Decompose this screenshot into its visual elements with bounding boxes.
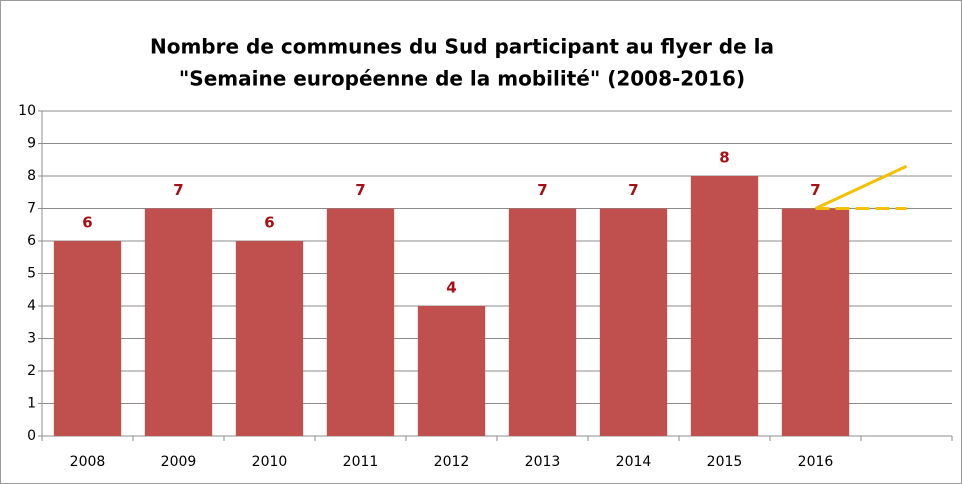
y-tick-label: 2 — [27, 363, 36, 379]
y-tick-label: 1 — [27, 396, 36, 412]
y-tick-label: 0 — [27, 428, 36, 444]
bar — [144, 208, 213, 436]
bar — [326, 208, 395, 436]
x-tick-label: 2011 — [343, 454, 379, 470]
projection-line — [814, 164, 908, 210]
x-tick-label: 2015 — [707, 454, 743, 470]
value-label: 8 — [719, 149, 729, 167]
value-label: 7 — [628, 181, 638, 199]
y-tick-label: 4 — [27, 298, 36, 314]
y-tick-label: 7 — [27, 201, 36, 217]
x-tick-label: 2010 — [252, 454, 288, 470]
chart-title: "Semaine européenne de la mobilité" (200… — [179, 67, 745, 91]
x-tick-label: 2012 — [434, 454, 470, 470]
bar — [599, 208, 668, 436]
value-label: 6 — [264, 214, 274, 232]
y-tick-label: 5 — [27, 266, 36, 282]
value-label: 7 — [810, 181, 820, 199]
bar — [53, 241, 122, 436]
x-tick-label: 2008 — [70, 454, 106, 470]
x-tick-label: 2009 — [161, 454, 197, 470]
y-tick-label: 10 — [18, 103, 36, 119]
x-tick-label: 2014 — [616, 454, 652, 470]
x-tick-label: 2013 — [525, 454, 561, 470]
x-tick-label: 2016 — [798, 454, 834, 470]
value-label: 4 — [446, 279, 456, 297]
value-label: 7 — [173, 181, 183, 199]
y-tick-label: 9 — [27, 136, 36, 152]
y-tick-label: 8 — [27, 168, 36, 184]
chart-title: Nombre de communes du Sud participant au… — [150, 35, 774, 59]
bar — [690, 176, 759, 436]
bar — [781, 208, 850, 436]
bar — [235, 241, 304, 436]
y-tick-label: 3 — [27, 331, 36, 347]
bar — [417, 306, 486, 436]
value-label: 6 — [82, 214, 92, 232]
bar — [508, 208, 577, 436]
value-label: 7 — [537, 181, 547, 199]
value-label: 7 — [355, 181, 365, 199]
y-tick-label: 6 — [27, 233, 36, 249]
